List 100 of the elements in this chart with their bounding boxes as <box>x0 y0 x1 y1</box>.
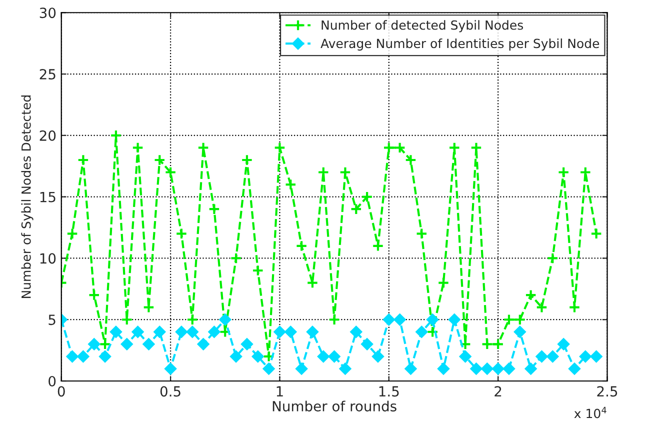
point <box>88 289 100 301</box>
point <box>252 350 264 362</box>
point <box>524 289 537 301</box>
point <box>197 338 210 350</box>
point <box>481 338 494 350</box>
point <box>426 314 439 326</box>
point <box>361 338 374 350</box>
point <box>284 326 297 338</box>
point <box>503 362 515 375</box>
point <box>154 326 166 338</box>
point <box>164 362 176 375</box>
point <box>514 326 526 338</box>
point <box>524 362 537 375</box>
point <box>416 326 428 338</box>
point <box>110 130 122 142</box>
x-tick-label: 0 <box>58 386 65 397</box>
point <box>328 314 340 326</box>
point <box>438 362 450 375</box>
point <box>558 338 570 350</box>
point <box>252 264 264 276</box>
point <box>120 314 133 326</box>
point <box>274 326 286 338</box>
y-axis-title: Number of Sybil Nodes Detected <box>21 96 34 298</box>
x-axis-title: Number of rounds <box>272 400 396 412</box>
point <box>306 326 318 338</box>
point <box>66 228 78 240</box>
point <box>579 350 592 362</box>
point <box>186 326 198 338</box>
point <box>590 228 602 240</box>
point <box>296 240 308 252</box>
point <box>77 350 90 362</box>
x-tick-label: 1.5 <box>379 386 399 397</box>
point <box>350 326 362 338</box>
point <box>492 338 504 350</box>
point <box>481 362 494 375</box>
point <box>120 338 133 350</box>
y-tick-label: 5 <box>48 314 56 326</box>
point <box>219 314 232 326</box>
point <box>404 362 417 375</box>
point <box>241 338 253 350</box>
point <box>208 203 220 216</box>
point <box>176 228 188 240</box>
point <box>568 301 580 314</box>
x-tick-label: 0.5 <box>160 386 180 397</box>
point <box>164 166 176 178</box>
point <box>132 326 144 338</box>
point <box>274 142 286 154</box>
point <box>372 350 384 362</box>
y-tick-label: 25 <box>40 68 56 80</box>
point <box>284 178 297 190</box>
point <box>176 326 188 338</box>
point <box>361 190 373 203</box>
y-tick-label: 20 <box>40 130 56 141</box>
point <box>241 154 253 166</box>
point <box>77 154 90 166</box>
point <box>262 362 275 375</box>
point <box>568 362 580 375</box>
point <box>492 362 504 375</box>
point <box>230 252 242 264</box>
y-tick-label: 15 <box>40 192 56 202</box>
point <box>339 362 352 375</box>
point <box>382 142 395 154</box>
point <box>372 240 384 252</box>
point <box>546 350 559 362</box>
point <box>503 314 515 326</box>
point <box>590 350 602 362</box>
point <box>328 350 340 362</box>
point <box>536 350 548 362</box>
x-tick-label: 1 <box>276 386 283 396</box>
point <box>514 314 526 326</box>
point <box>350 203 362 216</box>
point <box>416 228 428 240</box>
point <box>448 314 460 326</box>
point <box>536 301 548 314</box>
point <box>404 154 417 166</box>
point <box>88 338 100 350</box>
point <box>99 338 111 350</box>
point <box>296 362 308 375</box>
x-tick-label: 2.5 <box>597 386 618 397</box>
point <box>230 350 242 362</box>
point <box>110 326 122 338</box>
y-tick-label: 30 <box>40 8 56 18</box>
point <box>558 166 570 178</box>
point <box>470 362 482 375</box>
point <box>438 276 450 289</box>
y-tick-label: 0 <box>48 376 56 386</box>
point <box>142 338 155 350</box>
point <box>459 338 472 350</box>
legend-label: Average Number of Identities per Sybil Node <box>320 38 600 51</box>
point <box>66 350 78 362</box>
point <box>394 142 406 154</box>
y-tick-label: 10 <box>40 253 56 264</box>
point <box>317 350 330 362</box>
point <box>154 154 166 166</box>
x-tick-label: 2 <box>494 386 502 396</box>
point <box>99 350 111 362</box>
point <box>382 314 395 326</box>
point <box>394 314 406 326</box>
point <box>426 326 438 338</box>
point <box>339 166 352 178</box>
